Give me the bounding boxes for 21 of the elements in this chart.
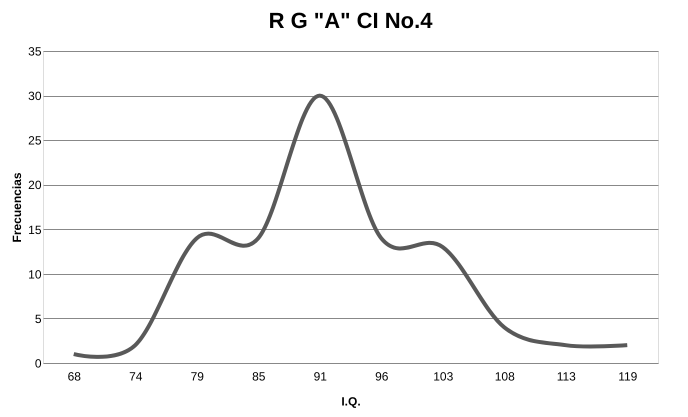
x-axis-title: I.Q. <box>341 394 361 408</box>
y-tick-label: 25 <box>28 134 42 148</box>
x-tick-label: 85 <box>252 370 266 384</box>
x-tick-label: 113 <box>556 370 576 384</box>
y-axis-title: Frecuencias <box>10 172 24 243</box>
x-tick-label: 91 <box>314 370 328 384</box>
chart-title: R G "A" CI No.4 <box>268 8 434 33</box>
x-tick-label: 119 <box>618 370 638 384</box>
y-tick-label: 15 <box>28 222 42 237</box>
x-tick-label: 79 <box>190 370 204 384</box>
x-tick-label: 108 <box>494 370 516 384</box>
x-tick-label: 103 <box>433 370 454 384</box>
y-tick-label: 35 <box>28 44 42 58</box>
x-tick-label: 68 <box>68 370 82 384</box>
y-tick-label: 0 <box>34 356 42 370</box>
x-tick-label: 74 <box>129 370 143 384</box>
y-tick-label: 5 <box>34 312 42 326</box>
y-tick-label: 10 <box>28 267 42 282</box>
y-tick-label: 20 <box>28 178 42 192</box>
x-tick-label: 96 <box>375 370 389 384</box>
y-tick-label: 30 <box>28 89 42 104</box>
